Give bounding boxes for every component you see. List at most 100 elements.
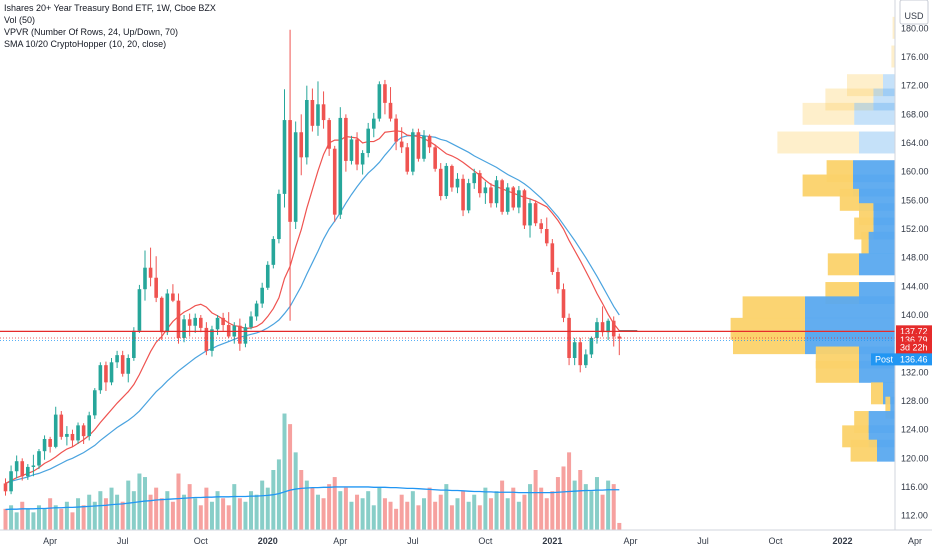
candle-body bbox=[344, 117, 348, 161]
volume-bar bbox=[382, 498, 387, 530]
vpvr-up-bar bbox=[890, 396, 895, 419]
volume-bar bbox=[544, 498, 549, 530]
candle-body bbox=[53, 414, 58, 447]
volume-bar bbox=[14, 512, 19, 530]
y-tick-label: 172.00 bbox=[901, 81, 929, 91]
volume-bar bbox=[221, 498, 226, 530]
y-tick-label: 176.00 bbox=[901, 52, 929, 62]
volume-bar bbox=[115, 494, 120, 530]
x-tick-label: Jul bbox=[117, 536, 129, 546]
volume-bar bbox=[578, 470, 583, 530]
candle-body bbox=[533, 203, 538, 224]
candle-body bbox=[327, 120, 331, 149]
volume-bar bbox=[20, 501, 25, 530]
vpvr-down-bar bbox=[742, 296, 805, 319]
candlesticks bbox=[3, 29, 622, 496]
x-tick-label: 2020 bbox=[258, 536, 278, 546]
candle-body bbox=[154, 277, 158, 298]
volume-bar bbox=[103, 498, 108, 530]
candle-body bbox=[371, 118, 376, 129]
candle-body bbox=[478, 173, 482, 194]
volume-bar bbox=[472, 494, 477, 530]
volume-bar bbox=[399, 494, 404, 530]
candle-body bbox=[159, 297, 164, 333]
candle-body bbox=[567, 317, 571, 358]
candle-body bbox=[9, 471, 13, 492]
volume-bar bbox=[143, 477, 147, 530]
x-tick-label: Jul bbox=[407, 536, 419, 546]
candle-body bbox=[444, 165, 449, 197]
vpvr-down-bar bbox=[825, 88, 874, 111]
volume-bar bbox=[304, 480, 309, 530]
x-tick-label: Apr bbox=[43, 536, 57, 546]
candle-body bbox=[165, 293, 170, 333]
candle-body bbox=[505, 187, 510, 212]
y-tick-label: 132.00 bbox=[901, 367, 929, 377]
y-tick-label: 152.00 bbox=[901, 224, 929, 234]
currency-box[interactable]: USD bbox=[899, 0, 929, 25]
volume-bar bbox=[25, 508, 30, 530]
candle-body bbox=[388, 102, 393, 119]
sma-lines bbox=[5, 130, 638, 484]
volume-bar bbox=[87, 494, 92, 530]
volume-bar bbox=[321, 498, 326, 530]
candle-body bbox=[92, 390, 97, 416]
volume-bar bbox=[466, 501, 471, 530]
candle-body bbox=[438, 168, 443, 197]
volume-bar bbox=[539, 487, 544, 530]
candle-body bbox=[204, 327, 209, 351]
volume-bar bbox=[327, 484, 332, 530]
x-tick-label: 2021 bbox=[542, 536, 562, 546]
candle-body bbox=[20, 461, 25, 477]
volume-bar bbox=[271, 470, 276, 530]
volume-bar bbox=[494, 491, 499, 530]
volume-bar bbox=[488, 498, 493, 530]
x-tick-label: Apr bbox=[333, 536, 347, 546]
legend-vpvr: VPVR (Number Of Rows, 24, Up/Down, 70) bbox=[4, 27, 179, 37]
volume-bar bbox=[226, 505, 231, 530]
volume-bar bbox=[405, 501, 410, 530]
candle-body bbox=[606, 320, 610, 333]
volume-bar bbox=[92, 501, 97, 530]
volume-bar bbox=[617, 522, 622, 530]
candle-body bbox=[120, 355, 125, 374]
post-price-label: 136.46 bbox=[900, 354, 928, 364]
candle-body bbox=[14, 461, 19, 472]
candle-body bbox=[366, 128, 370, 154]
volume-bar bbox=[433, 501, 438, 530]
volume-bar bbox=[36, 505, 41, 530]
volume-bar bbox=[260, 480, 265, 530]
y-axis-ticks: 112.00 116.00 120.00 124.00 128.00 132.00 136.… bbox=[901, 23, 929, 520]
vpvr-histogram bbox=[730, 16, 895, 462]
volume-bar bbox=[9, 505, 14, 530]
vpvr-down-bar bbox=[827, 253, 859, 276]
post-tag-bg bbox=[871, 353, 896, 366]
volume-bar bbox=[154, 487, 159, 530]
candle-body bbox=[221, 317, 225, 326]
volume-bar bbox=[232, 484, 237, 530]
vpvr-down-bar bbox=[885, 396, 891, 419]
y-tick-label: 144.00 bbox=[901, 281, 929, 291]
price-lines bbox=[0, 330, 895, 341]
candle-body bbox=[377, 84, 382, 119]
candle-body bbox=[87, 415, 91, 437]
volume-bar bbox=[193, 498, 198, 530]
vpvr-up-bar bbox=[873, 88, 895, 111]
candle-body bbox=[288, 120, 292, 222]
candle-body bbox=[271, 239, 276, 265]
y-tick-label: 168.00 bbox=[901, 109, 929, 119]
volume-bar bbox=[505, 498, 510, 530]
volume-bar bbox=[583, 484, 588, 530]
volume-bar bbox=[165, 491, 170, 530]
volume-bar bbox=[349, 501, 354, 530]
vpvr-down-bar bbox=[892, 16, 895, 39]
candle-body bbox=[282, 120, 287, 194]
x-tick-label: Apr bbox=[623, 536, 637, 546]
y-tick-label: 128.00 bbox=[901, 396, 929, 406]
vpvr-down-bar bbox=[777, 131, 859, 154]
volume-bar bbox=[477, 505, 482, 530]
candle-body bbox=[182, 319, 186, 338]
volume-bar bbox=[594, 477, 599, 530]
